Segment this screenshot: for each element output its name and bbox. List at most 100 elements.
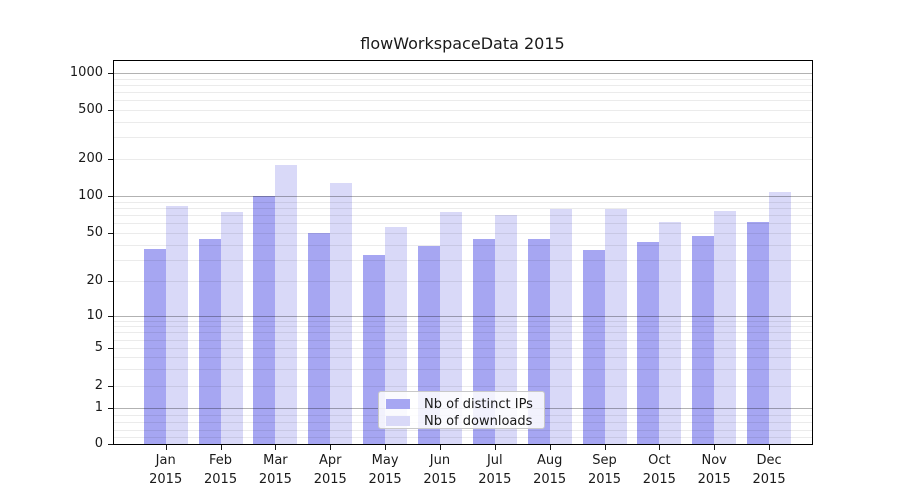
y-tickmark <box>108 386 113 387</box>
bar-ips-feb <box>198 238 221 444</box>
x-tick-label-jul: Jul 2015 <box>478 453 512 487</box>
y-tickmark <box>108 281 113 282</box>
gridline-major <box>113 316 812 317</box>
x-tickmark <box>604 445 606 450</box>
bar-downloads-dec <box>769 192 792 444</box>
y-tickmark <box>108 233 113 234</box>
x-tick-label-jun: Jun 2015 <box>423 453 457 487</box>
bar-downloads-jul <box>494 215 517 444</box>
gridline-minor <box>113 201 812 203</box>
gridline-minor <box>113 121 812 123</box>
x-tickmark <box>494 445 496 450</box>
gridline-minor <box>113 159 812 160</box>
bar-downloads-feb <box>220 212 243 444</box>
gridline-minor <box>113 137 812 139</box>
gridline-minor <box>113 320 812 322</box>
legend: Nb of distinct IPs Nb of downloads <box>378 391 545 429</box>
x-tickmark <box>275 445 277 450</box>
y-tickmark <box>108 444 113 445</box>
gridline-minor <box>113 429 812 431</box>
gridline-minor <box>113 281 812 282</box>
y-tickmark <box>108 110 113 111</box>
bar-downloads-aug <box>549 209 572 444</box>
plot-area <box>113 60 812 444</box>
legend-label-downloads: Nb of downloads <box>424 413 533 429</box>
x-tick-label-nov: Nov 2015 <box>697 453 731 487</box>
spine-right <box>812 60 813 445</box>
legend-swatch-distinct-ips <box>386 399 410 409</box>
y-tick-label: 2 <box>94 378 103 393</box>
gridline-minor <box>113 357 812 359</box>
y-tickmark <box>108 408 113 409</box>
y-tick-label: 200 <box>78 151 103 166</box>
bar-downloads-mar <box>275 164 298 444</box>
gridline-minor <box>113 92 812 94</box>
x-tickmark <box>714 445 716 450</box>
legend-item-distinct-ips: Nb of distinct IPs <box>386 396 544 412</box>
bar-downloads-jan <box>165 205 188 444</box>
bar-downloads-nov <box>714 211 737 444</box>
bar-ips-oct <box>637 242 660 444</box>
bar-ips-nov <box>692 236 715 444</box>
bar-downloads-sep <box>604 208 627 444</box>
x-tick-label-mar: Mar 2015 <box>258 453 292 487</box>
gridline-minor <box>113 223 812 225</box>
bar-ips-jan <box>143 248 166 444</box>
gridline-minor <box>113 436 812 438</box>
bar-downloads-jun <box>439 212 462 444</box>
legend-item-downloads: Nb of downloads <box>386 413 544 429</box>
chart-title: flowWorkspaceData 2015 <box>360 34 565 53</box>
gridline-minor <box>113 386 812 387</box>
gridline-minor <box>113 84 812 86</box>
gridline-minor <box>113 339 812 341</box>
gridline-minor <box>113 348 812 349</box>
bar-ips-apr <box>308 233 331 444</box>
gridline-minor <box>113 207 812 209</box>
x-tickmark <box>549 445 551 450</box>
x-tickmark <box>330 445 332 450</box>
spine-top <box>113 60 812 61</box>
x-tick-label-oct: Oct 2015 <box>642 453 676 487</box>
bar-downloads-oct <box>659 221 682 444</box>
spine-bottom <box>113 444 813 445</box>
bar-ips-sep <box>582 250 605 444</box>
y-tick-label: 1000 <box>69 65 103 80</box>
y-tickmark <box>108 316 113 317</box>
x-tick-label-apr: Apr 2015 <box>313 453 347 487</box>
x-tick-label-may: May 2015 <box>368 453 402 487</box>
bar-downloads-apr <box>330 183 353 444</box>
y-tickmark <box>108 196 113 197</box>
gridline-minor <box>113 369 812 371</box>
y-tick-label: 0 <box>94 436 103 451</box>
bar-downloads-may <box>385 226 408 444</box>
y-tick-label: 10 <box>86 308 103 323</box>
y-tick-label: 500 <box>78 102 103 117</box>
y-tick-label: 20 <box>86 273 103 288</box>
legend-swatch-downloads <box>386 416 410 426</box>
y-tick-label: 100 <box>78 188 103 203</box>
x-tick-label-sep: Sep 2015 <box>587 453 622 487</box>
y-tickmark <box>108 159 113 160</box>
y-tick-label: 1 <box>94 400 103 415</box>
x-tickmark <box>439 445 441 450</box>
gridline-minor <box>113 110 812 111</box>
spine-left <box>113 60 114 444</box>
x-tick-label-jan: Jan 2015 <box>149 453 183 487</box>
bar-ips-mar <box>253 196 276 444</box>
x-tick-label-dec: Dec 2015 <box>752 453 786 487</box>
y-tick-label: 5 <box>94 340 103 355</box>
gridline-major <box>113 73 812 74</box>
x-tickmark <box>220 445 222 450</box>
legend-label-distinct-ips: Nb of distinct IPs <box>424 396 533 412</box>
x-tick-label-feb: Feb 2015 <box>204 453 238 487</box>
gridline-minor <box>113 244 812 246</box>
y-tick-label: 50 <box>86 225 103 240</box>
gridline-minor <box>113 326 812 328</box>
y-tickmark <box>108 348 113 349</box>
gridline-minor <box>113 259 812 261</box>
gridline-minor <box>113 215 812 217</box>
gridline-minor <box>113 78 812 80</box>
bar-ips-dec <box>747 221 770 444</box>
x-tickmark <box>659 445 661 450</box>
